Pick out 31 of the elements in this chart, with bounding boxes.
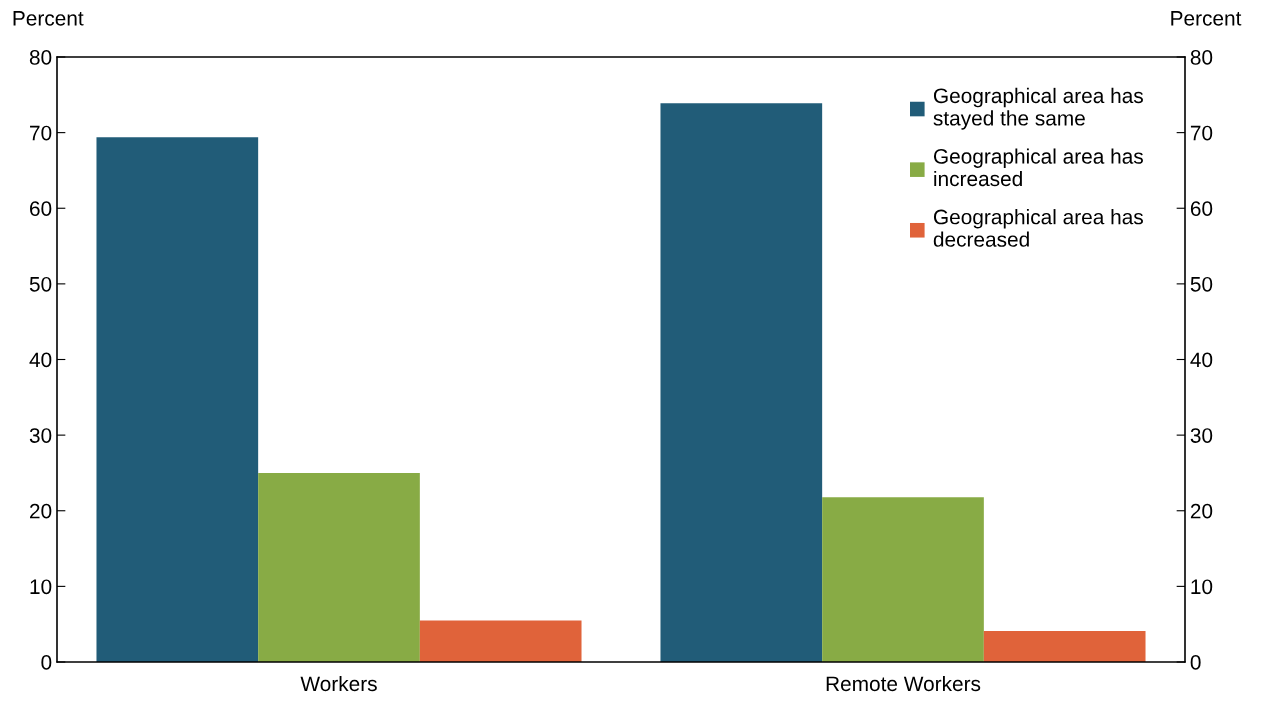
x-tick-label: Workers [300,675,377,692]
legend-label: Geographical area has stayed the same [933,87,1143,130]
x-tick-label: Remote Workers [826,675,981,692]
y2-tick-label: 70 [1190,125,1213,141]
legend-label: Geographical area has decreased [933,209,1143,247]
bar [822,497,984,662]
y-tick-label: 30 [29,428,52,443]
y2-tick-label: 30 [1190,428,1213,443]
y-tick-label: 60 [30,201,52,216]
bar [96,137,259,662]
legend-label: Geographical area has increased [933,148,1143,187]
y2-tick-label: 0 [1190,655,1201,670]
y2-tick-label: 50 [1190,276,1213,292]
y2-tick-label: 10 [1191,579,1213,595]
bar [419,620,582,662]
bar [660,103,823,662]
y2-tick-label: 40 [1190,352,1213,368]
y2-tick-label: 20 [1190,503,1213,519]
y2-axis-title: Percent [1171,11,1242,26]
y2-tick-label: 60 [1190,201,1213,216]
y2-tick-label: 80 [1190,50,1213,65]
y-tick-label: 70 [30,125,52,141]
y-tick-label: 40 [29,352,52,368]
y-tick-label: 20 [30,503,52,519]
bar [258,472,420,662]
y-tick-label: 50 [29,276,52,292]
y-tick-label: 80 [29,50,52,65]
bar [983,630,1146,662]
y-tick-label: 10 [30,579,52,595]
y-axis-title: Percent [13,11,84,26]
y-tick-label: 0 [41,655,52,670]
